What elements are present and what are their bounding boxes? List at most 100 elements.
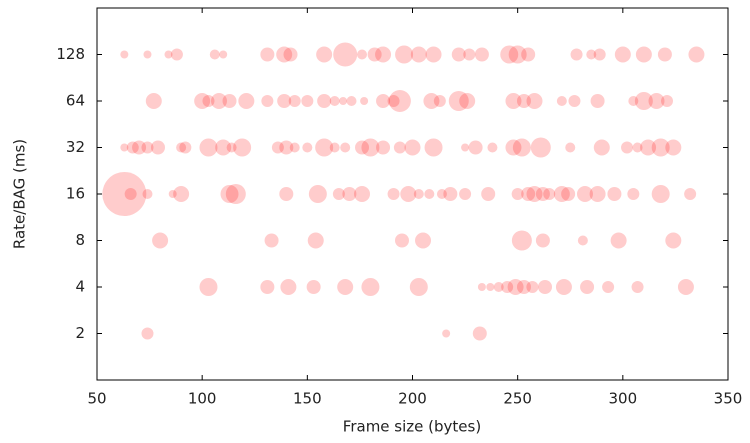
bubble [410, 46, 427, 63]
y-axis-label: Rate/BAG (ms) [11, 139, 29, 249]
bubble [233, 138, 252, 157]
bubble [459, 93, 476, 109]
bubble [280, 279, 297, 295]
bubble [340, 142, 351, 153]
bubble [387, 188, 400, 200]
bubble [526, 186, 543, 202]
bubble [279, 140, 294, 155]
bubble [526, 281, 539, 293]
bubble [505, 93, 522, 109]
y-tick-label: 2 [75, 324, 85, 342]
bubble [361, 278, 380, 296]
bubble [511, 230, 532, 251]
bubble [474, 47, 489, 62]
bubble [684, 188, 697, 200]
bubble [400, 186, 417, 202]
plot-frame [96, 7, 729, 381]
bubble [511, 188, 524, 200]
bubble [526, 93, 543, 109]
bubble [202, 95, 215, 107]
bubble [556, 96, 567, 106]
bubble [143, 50, 152, 59]
bubble [176, 142, 187, 153]
bubble [448, 91, 469, 111]
bubble [333, 42, 358, 67]
bubble [657, 47, 672, 62]
bubble [222, 94, 237, 108]
x-tick-label: 50 [87, 390, 106, 408]
bubble [329, 142, 340, 153]
bubble [215, 139, 232, 156]
bubble [577, 235, 588, 246]
y-tick-label: 128 [56, 45, 85, 63]
bubble [508, 45, 527, 64]
bubble [308, 185, 327, 203]
bubble [132, 140, 147, 155]
bubble [507, 279, 524, 295]
bubble [570, 48, 583, 61]
bubble [451, 47, 466, 62]
bubble [543, 188, 556, 200]
bubble [141, 327, 154, 340]
x-tick-label: 300 [609, 390, 638, 408]
bubble [634, 92, 653, 110]
bubble [459, 188, 472, 200]
bubble [316, 46, 333, 63]
bubble [424, 189, 435, 199]
bubble [375, 46, 392, 63]
bubble [120, 143, 129, 152]
bubble [423, 93, 440, 109]
bubble [589, 186, 606, 202]
bubble [665, 139, 682, 156]
bubble [468, 140, 483, 155]
bubble [486, 283, 495, 291]
bubble [640, 139, 657, 156]
bubble [361, 138, 380, 157]
bubble [225, 184, 246, 204]
bubble [521, 187, 536, 201]
bubble [170, 48, 183, 61]
bubble [164, 50, 173, 59]
bubble [516, 280, 531, 294]
bubble [404, 139, 421, 156]
x-tick-label: 350 [714, 390, 743, 408]
bubble [194, 93, 211, 109]
bubble [209, 49, 220, 60]
bubble [238, 93, 255, 109]
bubble [276, 46, 293, 63]
bubble [593, 139, 610, 156]
bubble [395, 45, 414, 64]
bubble [512, 138, 531, 157]
bubble [388, 90, 411, 112]
bubble [627, 188, 640, 200]
bubble [179, 141, 192, 154]
bubble [283, 47, 298, 62]
bubble [141, 141, 154, 154]
bubble [307, 232, 324, 249]
y-tick-label: 16 [66, 185, 85, 203]
bubble [501, 281, 514, 293]
bubble [530, 137, 551, 158]
bubble [593, 48, 606, 61]
bubble [651, 185, 670, 203]
bubble [339, 97, 348, 105]
bubble [360, 97, 369, 105]
bubble [621, 141, 634, 154]
y-tick-label: 4 [75, 278, 85, 296]
bubble [415, 232, 432, 249]
bubble [586, 49, 597, 60]
bubble [442, 329, 451, 338]
bubble [337, 279, 354, 295]
bubble [306, 280, 321, 294]
bubble [555, 279, 572, 295]
bubble [516, 94, 531, 108]
bubble [481, 187, 496, 201]
bubble [651, 138, 670, 157]
bubble [226, 142, 237, 153]
bubble [505, 139, 522, 156]
bubble [315, 138, 334, 157]
bubble [142, 189, 153, 199]
bubble [271, 141, 284, 154]
bubble [535, 233, 550, 248]
bubble [424, 138, 443, 157]
